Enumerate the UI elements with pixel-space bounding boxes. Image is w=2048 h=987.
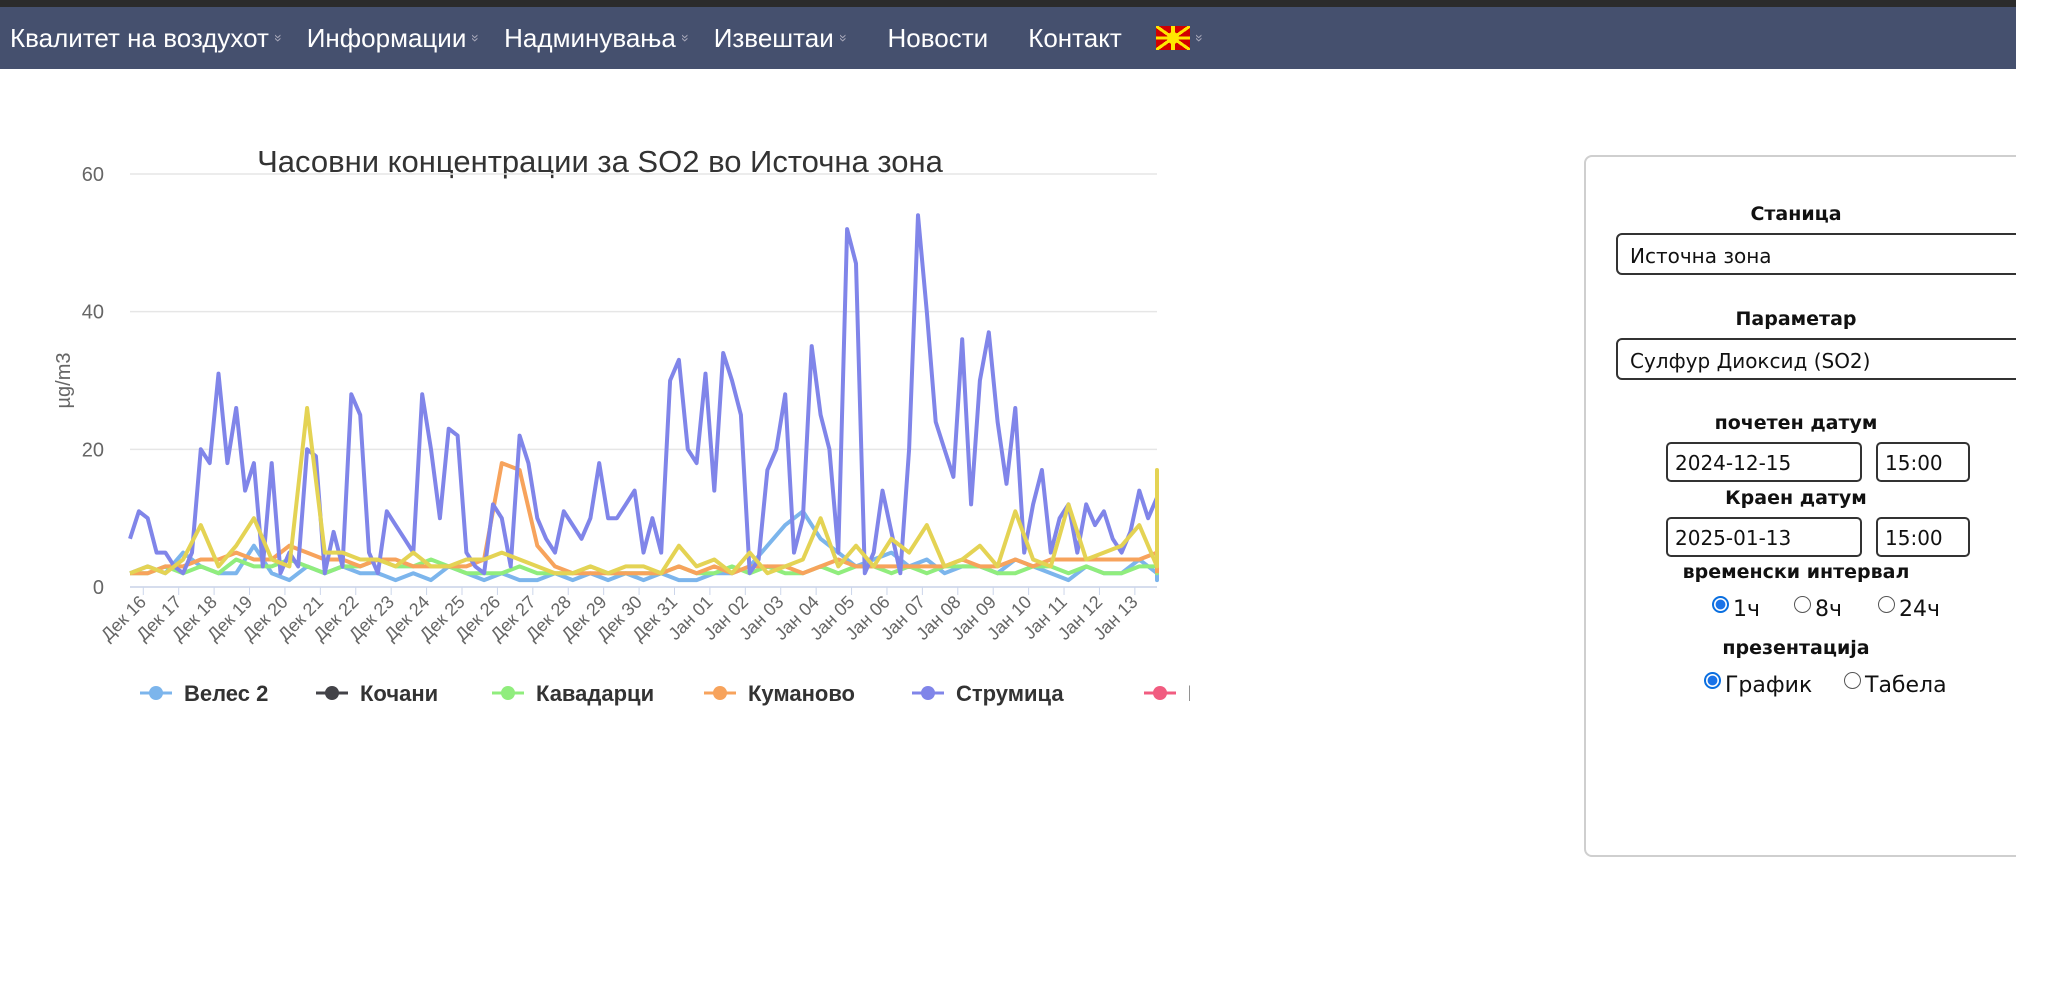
station-value: Источна зона: [1630, 244, 1772, 268]
nav-item-4[interactable]: Новости: [888, 23, 989, 54]
presentation-radio-table[interactable]: Табела: [1844, 672, 1947, 698]
top-border: [0, 0, 2048, 7]
legend-marker-icon: [325, 686, 339, 700]
interval-radio-8h[interactable]: 8ч: [1794, 596, 1842, 622]
legend-label: Кавадарци: [536, 681, 654, 706]
parameter-value: Сулфур Диоксид (SO2): [1630, 349, 1871, 373]
presentation-label: презентација: [1722, 637, 1870, 659]
radio-icon: [1712, 596, 1729, 613]
end-date-input[interactable]: 2025-01-13: [1666, 517, 1862, 557]
end-time-input[interactable]: 15:00: [1876, 517, 1970, 557]
main-navigation: Квалитет на воздухот» Информации» Надминув…: [0, 7, 2048, 69]
legend-marker-icon: [921, 686, 935, 700]
nav-item-2[interactable]: Надминувања»: [504, 22, 694, 54]
chevron-down-icon: »: [468, 34, 485, 42]
legend-marker-icon: [1153, 686, 1167, 700]
interval-radio-24h[interactable]: 24ч: [1878, 596, 1940, 622]
so2-chart: Часовни концентрации за SO2 во Источна з…: [53, 144, 1190, 706]
radio-icon: [1878, 596, 1895, 613]
nav-item-label: Извештаи: [713, 22, 834, 53]
nav-item-3[interactable]: Извештаи»: [713, 22, 852, 54]
radio-label: Табела: [1865, 673, 1947, 698]
chevron-down-icon: »: [270, 34, 287, 42]
station-label: Станица: [1750, 203, 1842, 225]
series-line-6: [129, 406, 1159, 576]
start-time-input[interactable]: 15:00: [1876, 442, 1970, 482]
station-select[interactable]: Источна зона﹀: [1616, 233, 2048, 275]
macedonian-flag-icon: [1155, 26, 1190, 50]
radio-label: 8ч: [1815, 597, 1842, 622]
legend-label: Струмица: [956, 681, 1064, 706]
legend-marker-icon: [713, 686, 727, 700]
nav-item-label: Контакт: [1028, 22, 1122, 53]
legend-label: Кочани: [360, 681, 438, 706]
y-tick-label: 60: [82, 164, 104, 186]
radio-icon: [1704, 672, 1721, 689]
legend-item[interactable]: Гевгелија: [1144, 681, 1190, 706]
interval-radio-1h[interactable]: 1ч: [1712, 596, 1760, 622]
radio-icon: [1794, 596, 1811, 613]
legend-item[interactable]: Кочани: [316, 681, 438, 706]
legend-item[interactable]: Велес 2: [140, 681, 268, 706]
legend-marker-icon: [149, 686, 163, 700]
end-date-label: Краен датум: [1725, 487, 1867, 509]
parameter-label: Параметар: [1735, 308, 1857, 330]
nav-item-label: Информации: [306, 22, 467, 53]
start-date-input[interactable]: 2024-12-15: [1666, 442, 1862, 482]
y-tick-label: 20: [82, 439, 104, 461]
legend-label: Велес 2: [184, 681, 268, 706]
legend-item[interactable]: Струмица: [912, 681, 1064, 706]
chevron-down-icon: »: [1191, 34, 1208, 42]
radio-label: 1ч: [1733, 597, 1760, 622]
interval-label: временски интервал: [1682, 561, 1910, 583]
radio-label: 24ч: [1899, 597, 1940, 622]
filter-panel: Станица Источна зона﹀ Параметар Сулфур Д…: [1584, 155, 2048, 857]
presentation-radio-chart[interactable]: График: [1704, 672, 1813, 698]
y-axis-label: µg/m3: [53, 353, 75, 409]
y-tick-label: 40: [82, 302, 104, 324]
radio-label: График: [1725, 673, 1813, 698]
legend-item[interactable]: Куманово: [704, 681, 855, 706]
series-line-3: [130, 461, 1159, 576]
chevron-down-icon: »: [677, 34, 694, 42]
start-date-label: почетен датум: [1714, 412, 1878, 434]
series-line-4: [128, 213, 1159, 576]
legend-marker-icon: [501, 686, 515, 700]
y-tick-label: 0: [93, 577, 104, 599]
chevron-down-icon: »: [835, 34, 852, 42]
legend-label: Гевгелија: [1188, 681, 1190, 706]
radio-icon: [1844, 672, 1861, 689]
language-selector[interactable]: »: [1155, 26, 1208, 50]
legend-label: Куманово: [748, 681, 855, 706]
chart-title: Часовни концентрации за SO2 во Источна з…: [257, 144, 943, 179]
nav-item-label: Надминувања: [504, 22, 676, 53]
nav-item-5[interactable]: Контакт: [1028, 23, 1122, 54]
page-edge: [2016, 0, 2048, 987]
legend-item[interactable]: Кавадарци: [492, 681, 654, 706]
nav-item-label: Квалитет на воздухот: [10, 22, 269, 53]
nav-item-0[interactable]: Квалитет на воздухот»: [10, 22, 287, 54]
parameter-select[interactable]: Сулфур Диоксид (SO2)﹀: [1616, 338, 2048, 380]
nav-item-1[interactable]: Информации»: [306, 22, 485, 54]
nav-item-label: Новости: [887, 22, 989, 53]
